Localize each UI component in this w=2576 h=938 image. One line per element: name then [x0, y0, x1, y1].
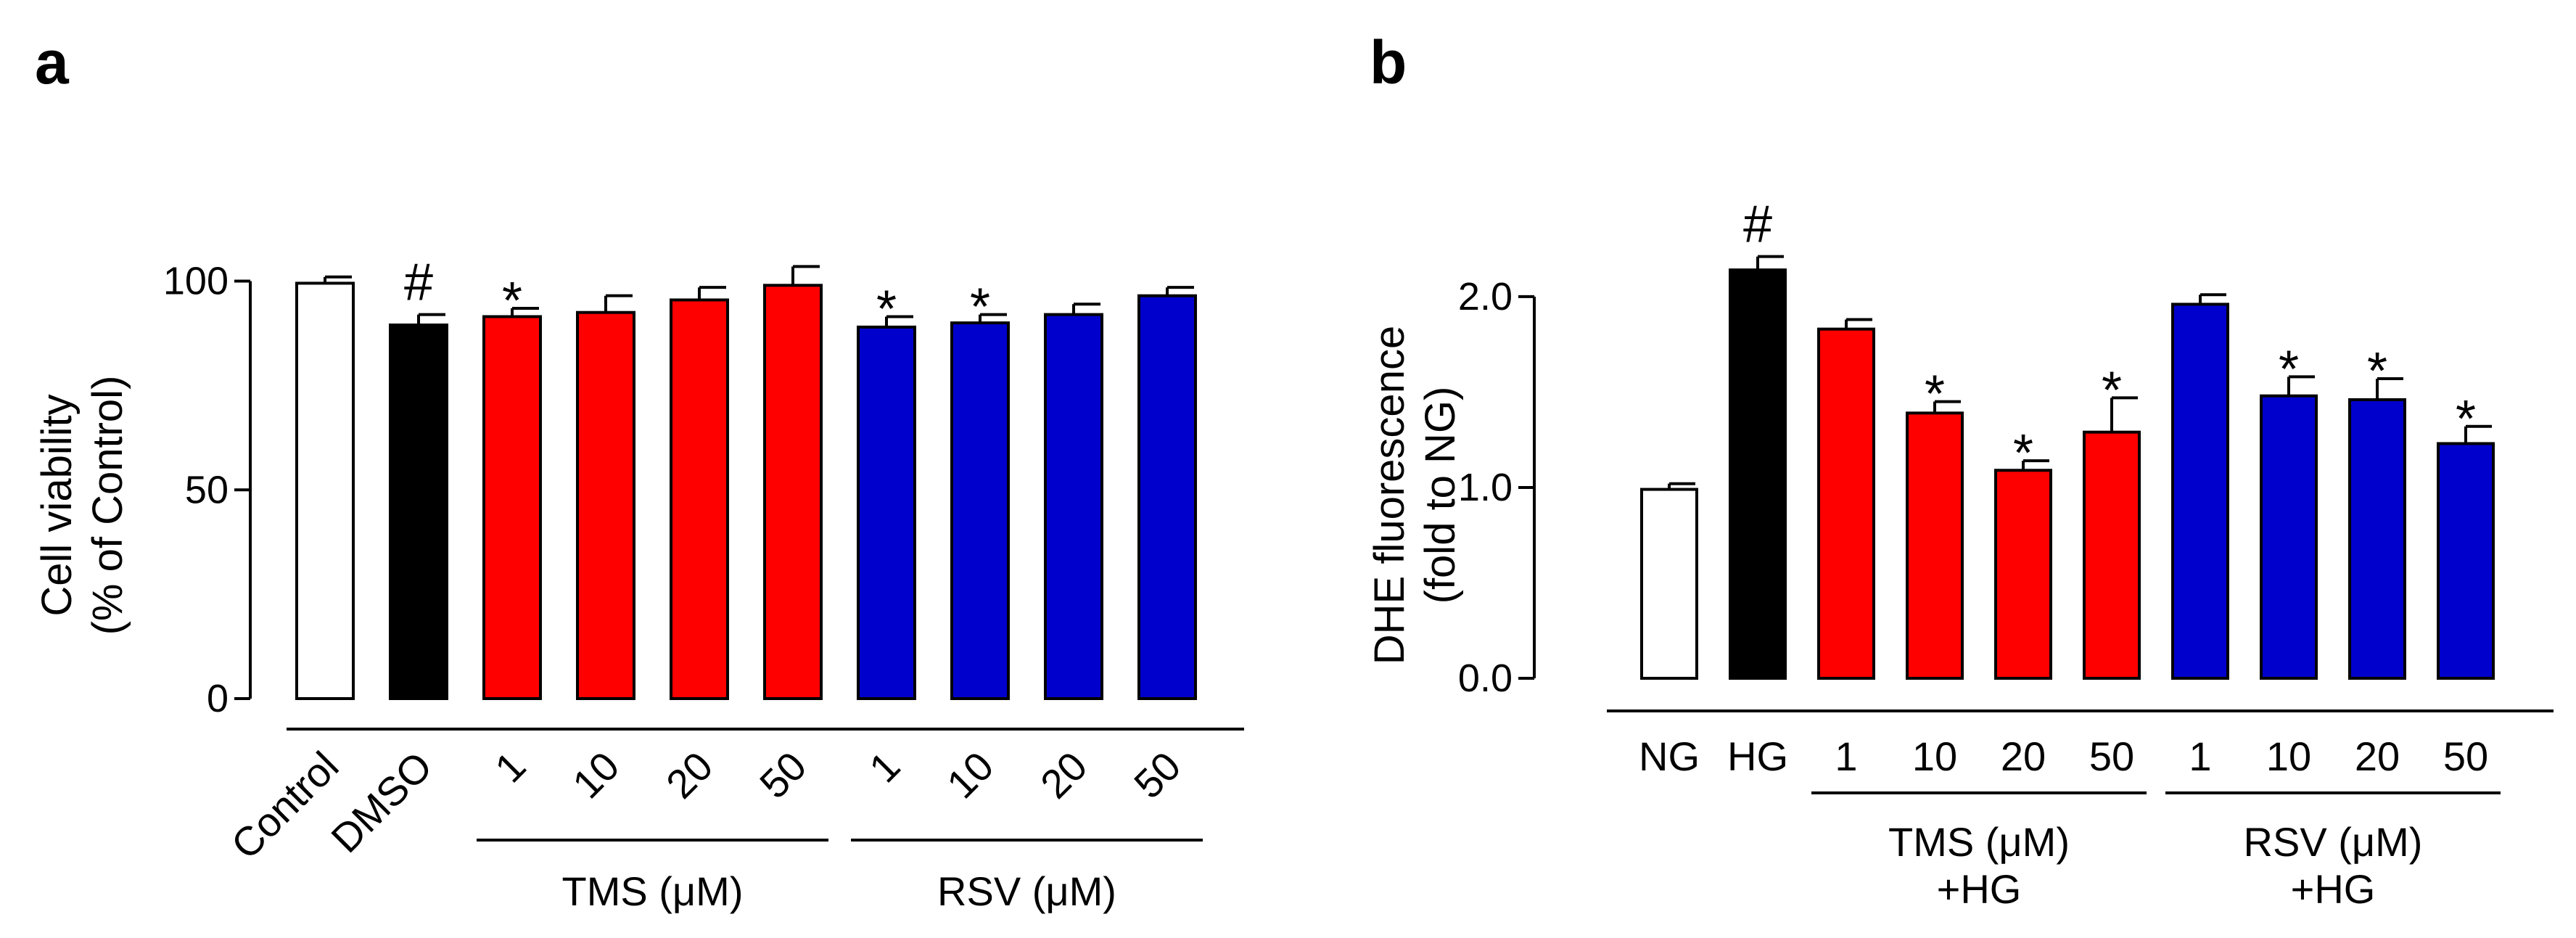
x-tick-label: 1: [860, 743, 909, 791]
significance-star: *: [2102, 361, 2122, 419]
y-tick-label: 0.0: [1458, 657, 1513, 700]
panel-a-chart: a Cell viability(% of Control) 0 50 100 Contr…: [33, 28, 1244, 914]
x-tick-label: 1: [486, 743, 535, 791]
y-tick-label: 2.0: [1458, 275, 1513, 318]
bar: [389, 323, 448, 700]
panel-letter: a: [35, 28, 70, 96]
x-tick-label: DMSO: [322, 743, 440, 861]
y-tick-label: 50: [185, 468, 229, 511]
y-axis-title-line2: (fold to NG): [1417, 387, 1464, 604]
y-tick-label: 0: [207, 677, 229, 720]
y-axis-title: Cell viability(% of Control): [33, 376, 131, 635]
significance-star: *: [1925, 366, 1945, 424]
bar: [1640, 487, 1698, 680]
bar: [576, 310, 635, 701]
bar: [295, 281, 355, 700]
y-axis-title: DHE fluorescence(fold to NG): [1366, 326, 1464, 665]
x-tick-label: Control: [222, 743, 347, 868]
bar: [1044, 313, 1103, 700]
significance-hash: #: [404, 254, 433, 312]
bar: [2083, 430, 2141, 680]
significance-star: *: [2013, 424, 2033, 482]
y-axis-title-line1: Cell viability: [33, 394, 81, 616]
x-tick-label: 20: [657, 743, 722, 807]
x-tick-label: 10: [564, 743, 628, 807]
bar: [2437, 442, 2495, 680]
x-tick-label: NG: [1639, 733, 1700, 779]
bar: [1817, 327, 1875, 680]
bar: [2171, 303, 2229, 680]
x-tick-label: 50: [751, 743, 815, 807]
x-tick-label: 1: [1835, 733, 1857, 779]
bar: [670, 298, 729, 700]
x-tick-label: HG: [1727, 733, 1788, 779]
bar: [1729, 268, 1787, 680]
bar: [482, 315, 542, 700]
group-label-line2: +HG: [1937, 866, 2022, 912]
bar: [2348, 398, 2406, 680]
significance-star: *: [2279, 340, 2299, 398]
y-axis-title-line2: (% of Control): [84, 376, 131, 635]
x-tick-label: 50: [2089, 733, 2134, 779]
x-tick-label: 50: [1125, 743, 1190, 807]
significance-star: *: [502, 272, 522, 330]
bar: [1906, 411, 1964, 680]
significance-star: *: [970, 279, 990, 337]
group-label: RSV (μM): [2244, 819, 2423, 865]
group-label-line2: +HG: [2291, 866, 2376, 912]
x-tick-label: 50: [2443, 733, 2488, 779]
y-axis-title-line1: DHE fluorescence: [1366, 326, 1413, 665]
significance-star: *: [2367, 342, 2387, 400]
x-tick-label: 10: [938, 743, 1003, 807]
group-label: TMS (μM): [1888, 819, 2070, 865]
x-tick-label: 1: [2189, 733, 2211, 779]
significance-hash: #: [1743, 196, 1772, 254]
x-tick-label: 20: [2001, 733, 2046, 779]
panel-letter: b: [1370, 28, 1407, 96]
x-tick-label: 10: [2266, 733, 2311, 779]
group-label: RSV (μM): [937, 868, 1116, 914]
bar: [1137, 294, 1197, 701]
significance-star: *: [876, 280, 897, 338]
x-tick-label: 20: [1032, 743, 1096, 807]
bar: [857, 325, 916, 700]
bar: [950, 321, 1010, 701]
x-tick-label: 10: [1912, 733, 1957, 779]
significance-star: *: [2456, 390, 2476, 448]
group-label: TMS (μM): [562, 868, 744, 914]
bar: [1994, 469, 2052, 680]
y-tick-label: 100: [163, 260, 229, 303]
x-tick-label: 20: [2355, 733, 2400, 779]
bar: [763, 284, 823, 700]
bar: [2260, 394, 2318, 680]
y-tick-label: 1.0: [1458, 466, 1513, 509]
